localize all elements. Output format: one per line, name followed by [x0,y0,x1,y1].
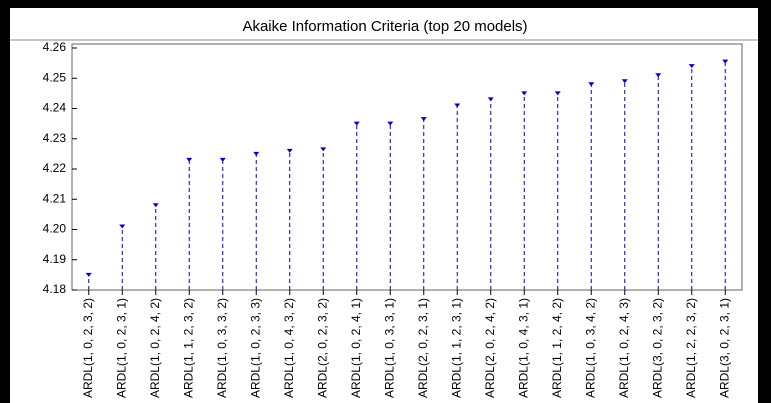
y-tick-label: 4.26 [43,40,67,54]
stem-marker [119,224,126,229]
stem-marker [253,151,260,156]
x-tick-label: ARDL(1, 1, 2, 3, 1) [449,298,463,398]
x-tick-label: ARDL(1, 2, 2, 3, 2) [684,298,698,398]
x-tick-label: ARDL(2, 0, 2, 4, 2) [483,298,497,398]
stem-marker [588,82,595,87]
x-tick-label: ARDL(1, 1, 2, 4, 2) [550,298,564,398]
x-tick-label: ARDL(2, 0, 2, 3, 1) [416,298,430,398]
x-tick-label: ARDL(1, 0, 3, 3, 1) [382,298,396,398]
y-tick-label: 4.22 [43,161,67,175]
x-tick-label: ARDL(1, 1, 2, 3, 2) [181,298,195,398]
chart-background [10,8,758,403]
y-tick-label: 4.19 [43,252,67,266]
y-tick-label: 4.20 [43,222,67,236]
stem-marker [387,121,394,126]
y-tick-label: 4.24 [43,101,67,115]
stem-marker [655,73,662,78]
stem-marker [353,121,360,126]
stem-marker [621,79,628,84]
stem-marker [554,91,561,96]
stem-marker [152,203,159,208]
y-tick-label: 4.21 [43,191,67,205]
chart-title: Akaike Information Criteria (top 20 mode… [242,18,527,35]
stem-marker [521,91,528,96]
x-tick-label: ARDL(1, 0, 2, 4, 2) [148,298,162,398]
x-tick-label: ARDL(2, 0, 2, 3, 2) [315,298,329,398]
x-tick-label: ARDL(1, 0, 2, 3, 1) [114,298,128,398]
stem-marker [320,147,327,152]
x-tick-label: ARDL(1, 0, 2, 3, 2) [81,298,95,398]
stem-marker [454,103,461,108]
x-tick-label: ARDL(3, 0, 2, 3, 2) [650,298,664,398]
x-tick-label: ARDL(1, 0, 2, 3, 3) [248,298,262,398]
y-tick-label: 4.25 [43,70,67,84]
stem-marker [286,148,293,153]
stem-marker [688,64,695,69]
stem-marker [186,157,193,162]
plot-frame [71,43,743,291]
stem-marker [85,272,92,277]
y-tick-label: 4.23 [43,131,67,145]
x-tick-label: ARDL(1, 0, 3, 3, 2) [215,298,229,398]
x-tick-label: ARDL(1, 0, 2, 4, 3) [617,298,631,398]
stem-marker [219,157,226,162]
stem-marker [420,117,427,122]
stem-marker [722,59,729,64]
x-tick-label: ARDL(1, 0, 2, 4, 1) [349,298,363,398]
stem-marker [487,97,494,102]
x-tick-label: ARDL(1, 0, 4, 3, 1) [516,298,530,398]
x-tick-label: ARDL(1, 0, 4, 3, 2) [282,298,296,398]
x-tick-label: ARDL(1, 0, 3, 4, 2) [583,298,597,398]
y-tick-label: 4.18 [43,282,67,296]
x-tick-label: ARDL(3, 0, 2, 3, 1) [717,298,731,398]
